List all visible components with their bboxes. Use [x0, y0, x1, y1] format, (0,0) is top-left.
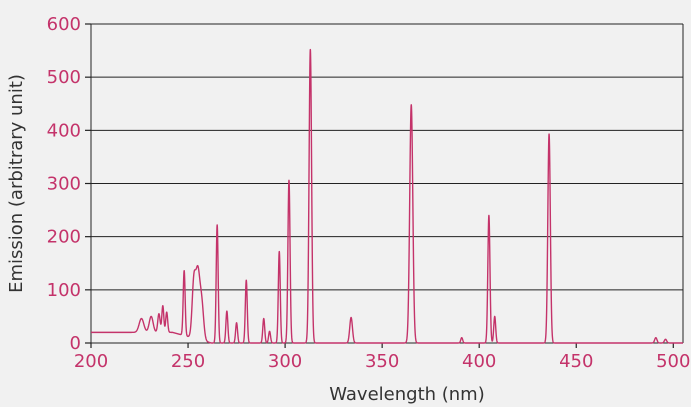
- x-tick-label-350: 350: [365, 351, 399, 372]
- x-axis-title: Wavelength (nm): [329, 384, 485, 405]
- x-tick-label-500: 500: [656, 351, 690, 372]
- y-tick-label-600: 600: [47, 14, 81, 35]
- y-tick-label-400: 400: [47, 120, 81, 141]
- spectrum-line: [90, 48, 684, 344]
- y-axis-title: Emission (arbitrary unit): [6, 74, 27, 293]
- x-tick-label-300: 300: [268, 351, 302, 372]
- x-tick-label-200: 200: [74, 351, 108, 372]
- y-tick-label-200: 200: [47, 227, 81, 248]
- y-tick-label-0: 0: [70, 333, 81, 354]
- y-tick-label-500: 500: [47, 67, 81, 88]
- y-tick-label-300: 300: [47, 174, 81, 195]
- x-tick-label-250: 250: [171, 351, 205, 372]
- x-tick-label-450: 450: [559, 351, 593, 372]
- y-tick-label-100: 100: [47, 280, 81, 301]
- x-tick-label-400: 400: [462, 351, 496, 372]
